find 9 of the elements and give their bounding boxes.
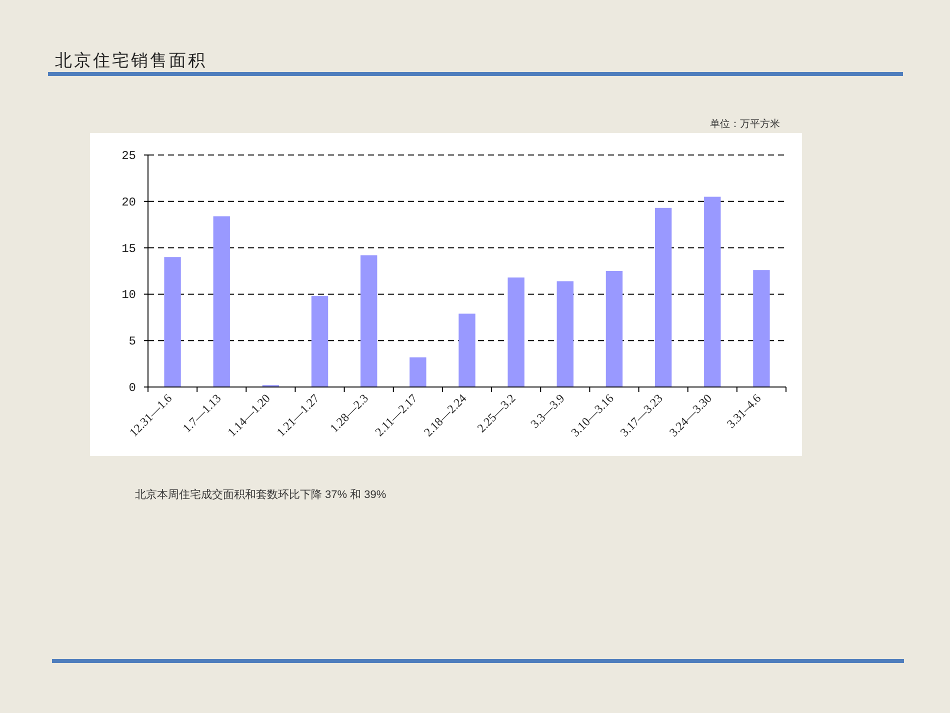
y-tick-label: 0 <box>128 381 136 395</box>
text: 北京本周住宅成交面积和套数环比下降 37% 和 39% <box>135 488 386 501</box>
y-tick-label: 20 <box>122 195 136 210</box>
y-tick-label: 15 <box>122 242 136 256</box>
y-tick-label: 25 <box>122 149 136 163</box>
y-tick-label: 10 <box>122 288 136 302</box>
chart-title: 北京住宅销售面积 <box>55 51 207 70</box>
text: 单位：万平方米 <box>710 118 780 130</box>
y-tick-label: 5 <box>128 334 136 349</box>
